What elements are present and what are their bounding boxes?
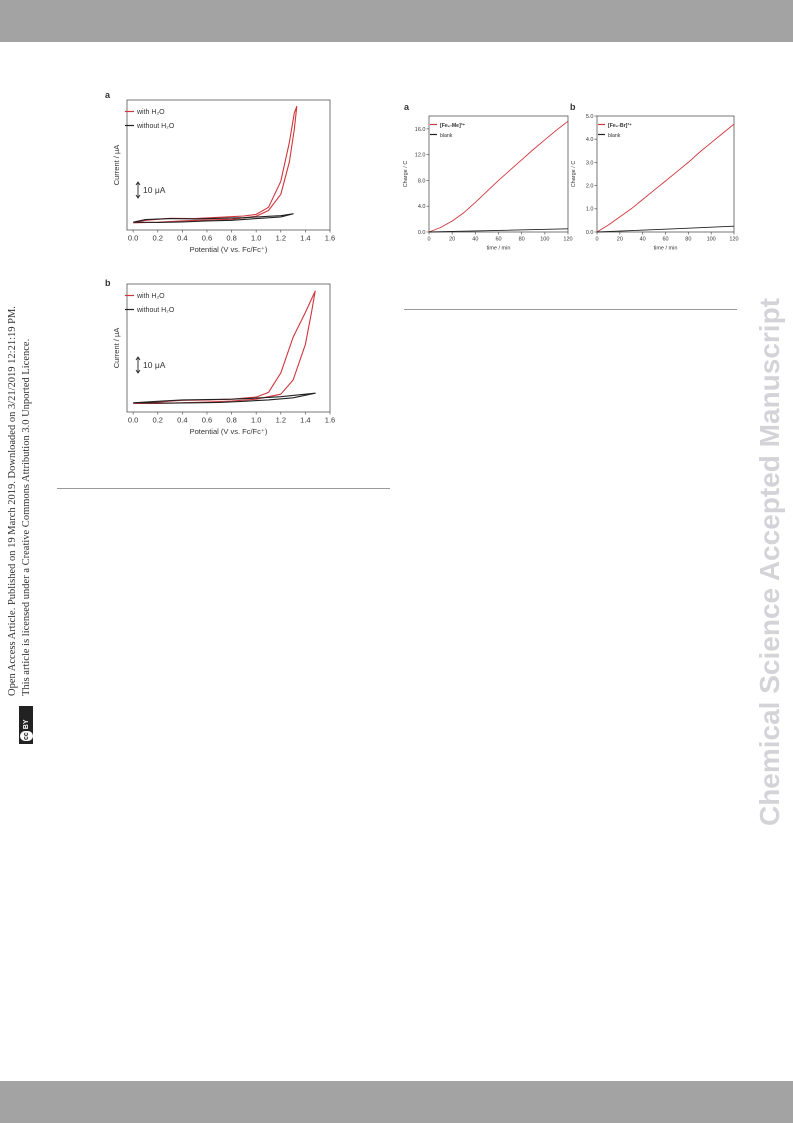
header-bar bbox=[0, 0, 793, 42]
legend-label: blank bbox=[440, 133, 453, 139]
x-tick-label: 0.4 bbox=[177, 416, 187, 425]
legend-label: with H₂O bbox=[136, 293, 165, 300]
y-tick-label: 12.0 bbox=[415, 153, 426, 159]
y-axis-label: Current / μA bbox=[112, 328, 121, 369]
y-tick-label: 5.0 bbox=[586, 114, 594, 120]
x-tick-label: 60 bbox=[495, 237, 501, 243]
charge-figure-b: b 0 20 40 60 80 100 120 time / min 0.0 1.0 2.0 3.0 4.… bbox=[570, 102, 739, 252]
scale-bar-label: 10 μA bbox=[143, 185, 166, 195]
x-tick-label: 1.0 bbox=[251, 416, 261, 425]
scale-bar-arrow-down-icon bbox=[135, 369, 141, 374]
footer-bar bbox=[0, 1081, 793, 1123]
plot-frame bbox=[126, 99, 331, 231]
cc-by-badge-icon[interactable]: cc BY bbox=[19, 706, 33, 744]
plot-frame bbox=[126, 283, 331, 413]
scale-bar-label: 10 μA bbox=[143, 360, 166, 370]
x-axis-label: time / min bbox=[487, 246, 511, 252]
series-line-primary bbox=[133, 105, 298, 224]
y-tick-label: 16.0 bbox=[415, 127, 426, 133]
panel-label: a bbox=[105, 90, 111, 100]
x-tick-label: 20 bbox=[617, 237, 623, 243]
x-tick-label: 40 bbox=[640, 237, 646, 243]
open-access-notice: Open Access Article. Published on 19 Mar… bbox=[6, 184, 46, 744]
x-tick-label: 80 bbox=[519, 237, 525, 243]
x-tick-label: 0 bbox=[595, 237, 598, 243]
y-tick-label: 1.0 bbox=[586, 207, 594, 213]
series-line-reference bbox=[428, 228, 569, 233]
y-tick-label: 4.0 bbox=[586, 137, 594, 143]
x-tick-label: 1.6 bbox=[325, 234, 335, 243]
x-tick-label: 1.2 bbox=[276, 416, 286, 425]
y-axis-label: Charge / C bbox=[403, 161, 409, 188]
y-axis-label: Charge / C bbox=[571, 161, 577, 188]
y-axis-label: Current / μA bbox=[112, 145, 121, 186]
x-tick-label: 1.0 bbox=[251, 234, 261, 243]
scale-bar-arrow-up-icon bbox=[135, 356, 141, 361]
x-tick-label: 0.4 bbox=[177, 234, 187, 243]
scale-bar: 10 μA bbox=[135, 181, 166, 199]
x-tick-label: 20 bbox=[449, 237, 455, 243]
scale-bar-arrow-up-icon bbox=[135, 181, 141, 186]
x-tick-label: 0.2 bbox=[153, 416, 163, 425]
x-tick-label: 0.0 bbox=[128, 416, 138, 425]
series-line-reference bbox=[596, 225, 735, 233]
x-tick-label: 60 bbox=[662, 237, 668, 243]
x-tick-label: 100 bbox=[540, 237, 549, 243]
legend-label: [Fe₆-Br]³⁺ bbox=[608, 123, 632, 129]
series-line-primary bbox=[428, 120, 569, 233]
panel-label: a bbox=[404, 102, 410, 112]
legend-label: [Fe₆-Me]³⁺ bbox=[440, 123, 466, 129]
legend-label: blank bbox=[608, 133, 621, 139]
x-tick-label: 120 bbox=[563, 237, 572, 243]
x-tick-label: 0.6 bbox=[202, 234, 212, 243]
x-axis-label: time / min bbox=[654, 246, 678, 252]
x-axis-label: Potential (V vs. Fc/Fc⁺) bbox=[190, 245, 268, 254]
accepted-manuscript-watermark: Chemical Science Accepted Manuscript bbox=[754, 297, 785, 827]
x-tick-label: 0.0 bbox=[128, 234, 138, 243]
divider-right bbox=[404, 309, 737, 310]
x-tick-label: 1.4 bbox=[300, 416, 310, 425]
panel-label: b bbox=[105, 278, 111, 288]
panel-label: b bbox=[570, 102, 576, 112]
scale-bar-arrow-down-icon bbox=[135, 194, 141, 199]
series-line-reference bbox=[133, 213, 294, 224]
charge-figure-a: a 0 20 40 60 80 100 120 time / min 0.0 4.0 8.0 12.0 1… bbox=[403, 102, 573, 252]
y-tick-label: 4.0 bbox=[418, 204, 426, 210]
y-tick-label: 3.0 bbox=[586, 160, 594, 166]
x-axis-label: Potential (V vs. Fc/Fc⁺) bbox=[190, 427, 268, 436]
scale-bar: 10 μA bbox=[135, 356, 166, 374]
x-tick-label: 100 bbox=[707, 237, 716, 243]
notice-line-1: Open Access Article. Published on 19 Mar… bbox=[7, 306, 18, 696]
x-tick-label: 0.8 bbox=[226, 416, 236, 425]
cv-figure-b: b 0.0 0.2 0.4 0.6 0.8 1.0 1.2 1.4 1.6 Potential (V… bbox=[105, 278, 335, 436]
notice-line-2: This article is licensed under a Creativ… bbox=[20, 338, 32, 696]
x-tick-label: 0 bbox=[427, 237, 430, 243]
x-tick-label: 40 bbox=[472, 237, 478, 243]
y-tick-label: 0.0 bbox=[418, 230, 426, 236]
cv-figure-a: a 0.0 0.2 0.4 0.6 0.8 1.0 1.2 1.4 1.6 Potential (V… bbox=[105, 90, 335, 254]
x-tick-label: 1.4 bbox=[300, 234, 310, 243]
y-tick-label: 0.0 bbox=[586, 230, 594, 236]
x-tick-label: 120 bbox=[729, 237, 738, 243]
x-tick-label: 1.6 bbox=[325, 416, 335, 425]
x-tick-label: 80 bbox=[685, 237, 691, 243]
x-tick-label: 0.8 bbox=[226, 234, 236, 243]
legend-label: without H₂O bbox=[136, 307, 175, 314]
x-tick-label: 0.6 bbox=[202, 416, 212, 425]
x-tick-label: 0.2 bbox=[153, 234, 163, 243]
series-line-reference bbox=[133, 392, 316, 404]
y-tick-label: 2.0 bbox=[586, 184, 594, 190]
series-line-primary bbox=[596, 123, 735, 233]
legend-label: without H₂O bbox=[136, 123, 175, 130]
x-tick-label: 1.2 bbox=[276, 234, 286, 243]
legend-label: with H₂O bbox=[136, 109, 165, 116]
divider-left bbox=[57, 488, 390, 489]
y-tick-label: 8.0 bbox=[418, 178, 426, 184]
